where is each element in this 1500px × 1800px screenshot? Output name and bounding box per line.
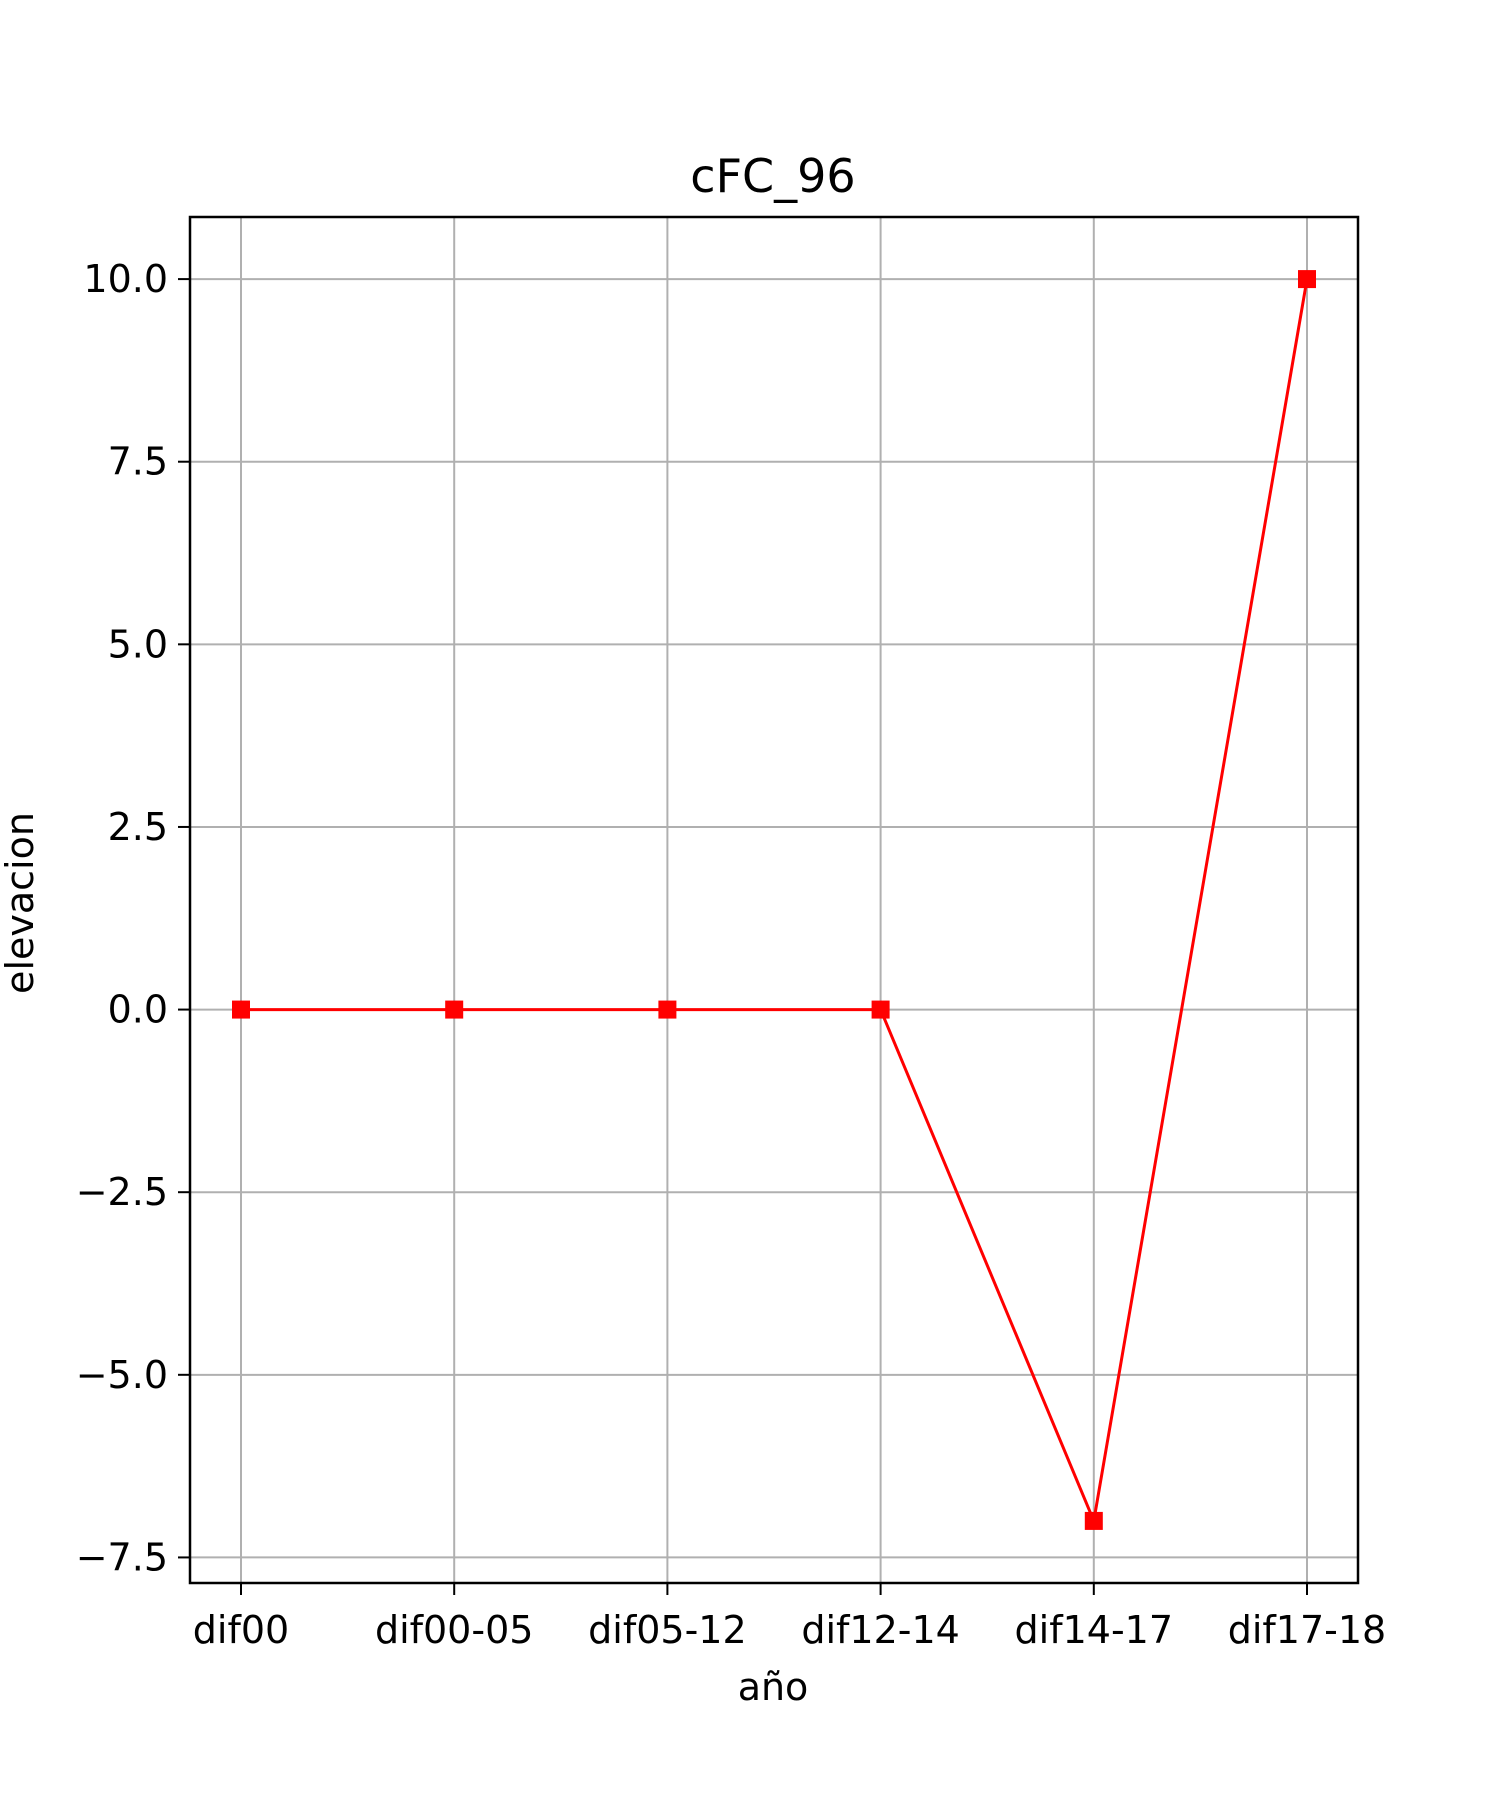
grid (190, 217, 1358, 1583)
ticks: dif00 dif00-05 dif05-12 dif12-14 dif14-17 dif… (76, 257, 1387, 1652)
x-tick-label: dif05-12 (588, 1608, 746, 1652)
series-layer (232, 270, 1316, 1530)
x-tick-label: dif00-05 (375, 1608, 533, 1652)
data-point (658, 1000, 677, 1019)
y-tick-label: 0.0 (108, 988, 168, 1032)
x-tick-label: dif14-17 (1015, 1608, 1173, 1652)
y-tick-label: 5.0 (108, 622, 168, 666)
chart-title: cFC_96 (690, 149, 855, 203)
y-tick-label: 10.0 (83, 257, 168, 301)
y-tick-label: −5.0 (76, 1353, 168, 1397)
series-line (241, 278, 1309, 1527)
y-tick-label: −7.5 (76, 1535, 168, 1579)
y-axis-title: elevacion (0, 812, 42, 994)
data-point (232, 1000, 250, 1019)
data-point (445, 1000, 464, 1019)
x-axis-title: año (738, 1665, 809, 1709)
x-tick-label: dif12-14 (801, 1608, 959, 1652)
data-point (1084, 1511, 1103, 1530)
y-tick-label: −2.5 (76, 1170, 168, 1214)
data-point (871, 1000, 890, 1019)
x-tick-label: dif00 (193, 1608, 289, 1652)
data-point (1298, 270, 1316, 289)
plot-frame (188, 215, 1360, 1585)
y-tick-label: 2.5 (108, 805, 168, 849)
x-tick-label: dif17-18 (1228, 1608, 1386, 1652)
y-tick-label: 7.5 (108, 440, 168, 484)
